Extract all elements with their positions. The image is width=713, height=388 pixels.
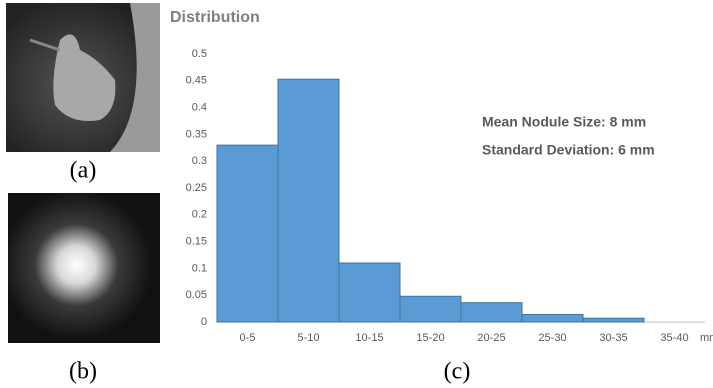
bar xyxy=(278,79,339,322)
panel-label: (c) xyxy=(444,359,471,385)
y-tick-label: 0.2 xyxy=(192,209,207,221)
y-tick-label: 0.4 xyxy=(192,102,207,114)
annotation: Mean Nodule Size: 8 mm xyxy=(482,114,646,130)
y-tick-label: 0.1 xyxy=(192,262,207,274)
figure: (a) (b) (c) Distribution Mean Nodule Siz… xyxy=(0,0,713,388)
x-tick-label: 0-5 xyxy=(240,332,256,344)
x-tick-label: 5-10 xyxy=(297,332,319,344)
bar xyxy=(522,314,583,322)
panel-label: (a) xyxy=(70,158,97,184)
x-tick-label: 30-35 xyxy=(599,332,627,344)
x-tick-label: 10-15 xyxy=(355,332,383,344)
bar xyxy=(583,318,644,322)
x-unit: mm xyxy=(700,332,713,344)
y-tick-label: 0.45 xyxy=(186,75,207,87)
x-tick-label: 15-20 xyxy=(416,332,444,344)
y-tick-label: 0.3 xyxy=(192,155,207,167)
image-b xyxy=(8,193,160,343)
y-tick-label: 0.5 xyxy=(192,48,207,60)
y-tick-label: 0.05 xyxy=(186,289,207,301)
x-tick-label: 35-40 xyxy=(660,332,688,344)
bar xyxy=(217,145,278,322)
bar xyxy=(461,303,522,322)
x-tick-label: 25-30 xyxy=(538,332,566,344)
y-tick-label: 0.15 xyxy=(186,236,207,248)
image-a xyxy=(6,3,160,152)
y-tick-label: 0.35 xyxy=(186,128,207,140)
bar xyxy=(400,296,461,322)
bar xyxy=(339,263,400,322)
y-tick-label: 0.25 xyxy=(186,182,207,194)
x-tick-label: 20-25 xyxy=(477,332,505,344)
panel-label: (b) xyxy=(69,359,97,385)
chart-title: Distribution xyxy=(170,9,260,26)
annotation: Standard Deviation: 6 mm xyxy=(482,142,655,158)
y-tick-label: 0 xyxy=(201,316,207,328)
